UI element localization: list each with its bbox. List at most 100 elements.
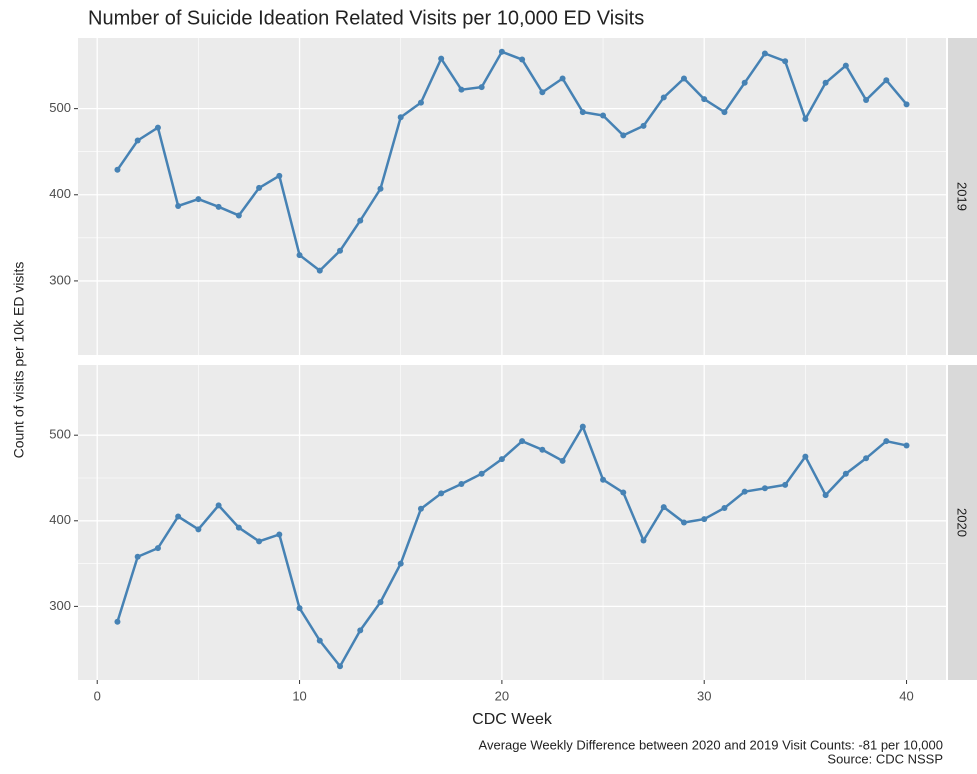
point <box>256 184 263 191</box>
y-tick-label: 300 <box>49 272 71 287</box>
point <box>741 488 748 495</box>
point <box>235 524 242 531</box>
point <box>337 247 344 254</box>
point <box>761 50 768 57</box>
y-tick-label: 400 <box>49 186 71 201</box>
chart-title: Number of Suicide Ideation Related Visit… <box>88 7 644 29</box>
point <box>761 485 768 492</box>
point <box>701 96 708 103</box>
point <box>458 86 465 93</box>
point <box>438 55 445 62</box>
point <box>377 185 384 192</box>
point <box>640 537 647 544</box>
x-tick-label: 0 <box>94 688 101 703</box>
strip <box>948 365 977 680</box>
point <box>397 560 404 567</box>
point <box>680 75 687 82</box>
y-tick-label: 500 <box>49 100 71 115</box>
point <box>397 114 404 121</box>
point <box>519 56 526 63</box>
y-tick-label: 500 <box>49 427 71 442</box>
point <box>559 457 566 464</box>
point <box>721 504 728 511</box>
point <box>357 627 364 634</box>
point <box>478 470 485 477</box>
point <box>276 531 283 538</box>
strip-label: 2019 <box>955 182 970 211</box>
x-tick-label: 40 <box>899 688 913 703</box>
point <box>822 492 829 499</box>
point <box>215 502 222 509</box>
strip <box>948 38 977 355</box>
point <box>701 516 708 523</box>
point <box>357 217 364 224</box>
point <box>883 438 890 445</box>
point <box>337 663 344 670</box>
point <box>680 519 687 526</box>
point <box>883 77 890 84</box>
source: Source: CDC NSSP <box>827 751 943 766</box>
x-tick-label: 10 <box>292 688 306 703</box>
point <box>579 423 586 430</box>
point <box>640 122 647 129</box>
point <box>256 538 263 545</box>
point <box>539 89 546 96</box>
point <box>417 99 424 106</box>
point <box>134 137 141 144</box>
point <box>903 442 910 449</box>
point <box>802 453 809 460</box>
point <box>519 438 526 445</box>
point <box>741 79 748 86</box>
point <box>175 202 182 209</box>
panel <box>78 38 946 355</box>
point <box>600 476 607 483</box>
point <box>903 101 910 108</box>
y-tick-label: 400 <box>49 512 71 527</box>
point <box>660 504 667 511</box>
panel <box>78 365 946 680</box>
point <box>478 84 485 91</box>
point <box>620 489 627 496</box>
point <box>458 480 465 487</box>
point <box>134 553 141 560</box>
series-line <box>116 50 908 273</box>
strip-label: 2020 <box>955 508 970 537</box>
y-tick-label: 300 <box>49 598 71 613</box>
point <box>620 132 627 139</box>
point <box>539 446 546 453</box>
point <box>559 75 566 82</box>
point <box>863 97 870 104</box>
point <box>377 599 384 606</box>
point <box>175 513 182 520</box>
point <box>296 252 303 259</box>
point <box>600 112 607 119</box>
point <box>498 48 505 55</box>
point <box>498 456 505 463</box>
point <box>802 115 809 122</box>
point <box>721 109 728 116</box>
point <box>842 470 849 477</box>
x-tick-label: 30 <box>697 688 711 703</box>
point <box>316 267 323 274</box>
point <box>660 94 667 101</box>
point <box>822 79 829 86</box>
point <box>863 455 870 462</box>
y-axis-label: Count of visits per 10k ED visits <box>11 262 27 459</box>
point <box>316 637 323 644</box>
point <box>154 124 161 131</box>
point <box>417 505 424 512</box>
point <box>438 490 445 497</box>
point <box>215 203 222 210</box>
point <box>842 62 849 69</box>
point <box>154 545 161 552</box>
point <box>296 605 303 612</box>
note: Average Weekly Difference between 2020 a… <box>479 737 943 752</box>
point <box>195 526 202 533</box>
point <box>276 172 283 179</box>
point <box>782 481 789 488</box>
point <box>195 196 202 203</box>
point <box>114 618 121 625</box>
point <box>782 58 789 65</box>
series-line <box>116 423 907 669</box>
